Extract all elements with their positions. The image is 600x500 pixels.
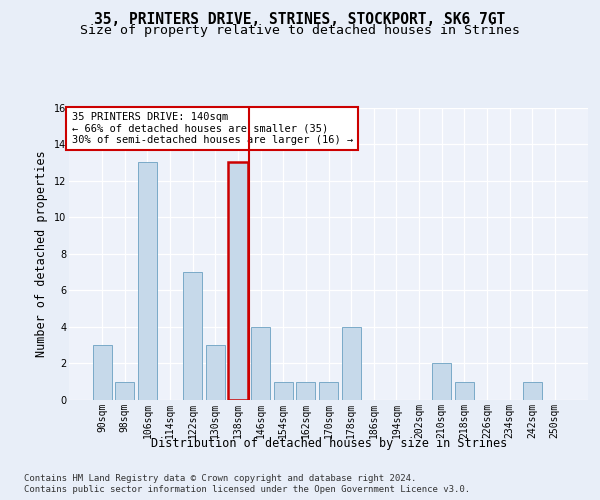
Text: Contains public sector information licensed under the Open Government Licence v3: Contains public sector information licen… [24,485,470,494]
Y-axis label: Number of detached properties: Number of detached properties [35,150,48,357]
Text: Contains HM Land Registry data © Crown copyright and database right 2024.: Contains HM Land Registry data © Crown c… [24,474,416,483]
Bar [183,272,202,400]
Bar [251,327,270,400]
Bar [138,162,157,400]
Text: 35, PRINTERS DRIVE, STRINES, STOCKPORT, SK6 7GT: 35, PRINTERS DRIVE, STRINES, STOCKPORT, … [94,12,506,28]
Text: Distribution of detached houses by size in Strines: Distribution of detached houses by size … [151,438,507,450]
Bar [455,382,474,400]
Text: 35 PRINTERS DRIVE: 140sqm
← 66% of detached houses are smaller (35)
30% of semi-: 35 PRINTERS DRIVE: 140sqm ← 66% of detac… [71,112,353,145]
Bar [92,345,112,400]
Bar [274,382,293,400]
Bar [296,382,316,400]
Text: Size of property relative to detached houses in Strines: Size of property relative to detached ho… [80,24,520,37]
Bar [206,345,225,400]
Bar [432,364,451,400]
Bar [341,327,361,400]
Bar [115,382,134,400]
Bar [229,162,248,400]
Bar [319,382,338,400]
Bar [523,382,542,400]
